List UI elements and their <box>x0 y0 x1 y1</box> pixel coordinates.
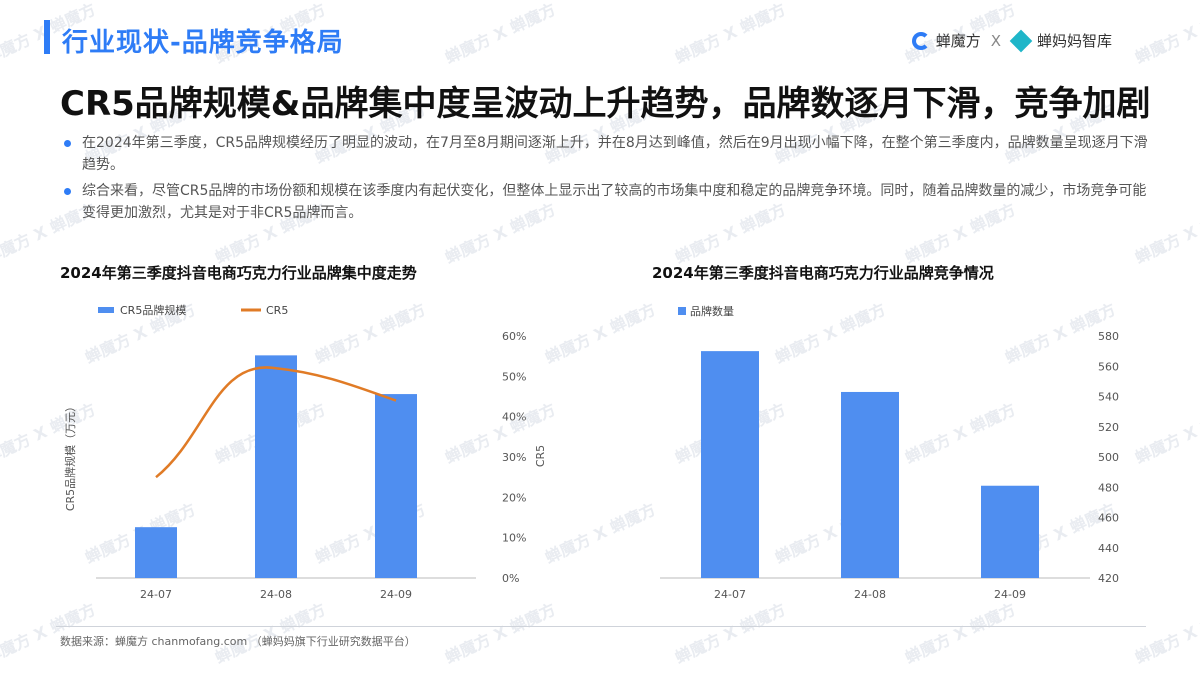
watermark-text: 蝉魔方 X 蝉魔方 <box>212 599 329 668</box>
right-tick-label: 580 <box>1098 330 1119 343</box>
chart2-title: 2024年第三季度抖音电商巧克力行业品牌竞争情况 <box>652 264 994 282</box>
right-tick-label: 20% <box>502 491 526 504</box>
watermark-text: 蝉魔方 X 蝉魔方 <box>542 299 659 368</box>
bar-cr5-scale <box>135 527 177 578</box>
left-axis-label: CR5品牌规模（万元） <box>63 401 77 511</box>
summary-bullets: 在2024年第三季度，CR5品牌规模经历了明显的波动，在7月至8月期间逐渐上升，… <box>60 132 1150 228</box>
legend-swatch-bar <box>98 307 114 313</box>
x-tick-label: 24-09 <box>380 588 412 601</box>
bullet-point-2: 综合来看，尽管CR5品牌的市场份额和规模在该季度内有起伏变化，但整体上显示出了较… <box>60 180 1150 224</box>
data-source-note: 数据来源：蝉魔方 chanmofang.com （蝉妈妈旗下行业研究数据平台） <box>60 635 416 648</box>
brand-logos: 蝉魔方 X 蝉妈妈智库 <box>911 29 1112 52</box>
right-tick-label: 500 <box>1098 451 1119 464</box>
right-tick-label: 480 <box>1098 481 1119 494</box>
x-tick-label: 24-08 <box>260 588 292 601</box>
right-tick-label: 440 <box>1098 542 1119 555</box>
bullet-point-1: 在2024年第三季度，CR5品牌规模经历了明显的波动，在7月至8月期间逐渐上升，… <box>60 132 1150 176</box>
right-tick-label: 50% <box>502 370 526 383</box>
section-accent-bar <box>44 20 50 54</box>
brand1-name: 蝉魔方 <box>935 32 981 50</box>
chanmama-logo-icon <box>1009 29 1033 52</box>
watermark-text: 蝉魔方 X 蝉魔方 <box>0 599 99 668</box>
bar-cr5-scale <box>255 355 297 578</box>
watermark-text: 蝉魔方 X 蝉魔方 <box>672 599 789 668</box>
watermark-text: 蝉魔方 X 蝉魔方 <box>1132 0 1200 68</box>
right-tick-label: 30% <box>502 451 526 464</box>
brand-count-chart: 品牌数量 420 440 460 480 500 520 540 560 580 24-07 24-0… <box>660 304 1119 601</box>
bar-brand-count <box>701 351 759 578</box>
x-tick-label: 24-09 <box>994 588 1026 601</box>
watermark-text: 蝉魔方 X 蝉魔方 <box>542 499 659 568</box>
right-tick-label: 10% <box>502 532 526 545</box>
footer-divider <box>56 626 1146 627</box>
watermark-text: 蝉魔方 X 蝉魔方 <box>442 599 559 668</box>
bar-cr5-scale <box>375 394 417 578</box>
right-tick-label: 60% <box>502 330 526 343</box>
section-title: 行业现状-品牌竞争格局 <box>62 28 344 58</box>
right-tick-label: 460 <box>1098 512 1119 525</box>
right-axis-label: CR5 <box>534 445 547 467</box>
legend-label-line: CR5 <box>266 304 288 317</box>
right-tick-label: 520 <box>1098 421 1119 434</box>
legend-label-brand-count: 品牌数量 <box>690 304 734 318</box>
watermark-text: 蝉魔方 X 蝉魔方 <box>442 0 559 68</box>
right-tick-label: 540 <box>1098 391 1119 404</box>
right-tick-label: 560 <box>1098 360 1119 373</box>
legend-label-bar: CR5品牌规模 <box>120 303 186 317</box>
logo-separator: X <box>990 31 1001 50</box>
brand2-name: 蝉妈妈智库 <box>1036 32 1112 50</box>
watermark-text: 蝉魔方 X 蝉魔方 <box>1132 599 1200 668</box>
x-tick-label: 24-07 <box>714 588 746 601</box>
line-cr5 <box>155 366 397 479</box>
bar-brand-count <box>981 485 1039 578</box>
x-tick-label: 24-07 <box>140 588 172 601</box>
bar-brand-count <box>841 391 899 578</box>
x-tick-label: 24-08 <box>854 588 886 601</box>
watermark-text: 蝉魔方 X 蝉魔方 <box>672 0 789 68</box>
chanmofang-logo-icon <box>911 31 930 50</box>
right-tick-label: 40% <box>502 411 526 424</box>
chart1-title: 2024年第三季度抖音电商巧克力行业品牌集中度走势 <box>60 264 417 282</box>
page-headline: CR5品牌规模&品牌集中度呈波动上升趋势，品牌数逐月下滑，竞争加剧 <box>60 84 1151 124</box>
right-tick-label: 0% <box>502 572 519 585</box>
concentration-chart: CR5品牌规模 CR5 CR5品牌规模（万元） CR5 0% 10% 20% 30% 40% 50… <box>63 303 547 601</box>
legend-swatch-brand-count <box>678 307 686 315</box>
right-tick-label: 420 <box>1098 572 1119 585</box>
watermark-text: 蝉魔方 X 蝉魔方 <box>902 599 1019 668</box>
